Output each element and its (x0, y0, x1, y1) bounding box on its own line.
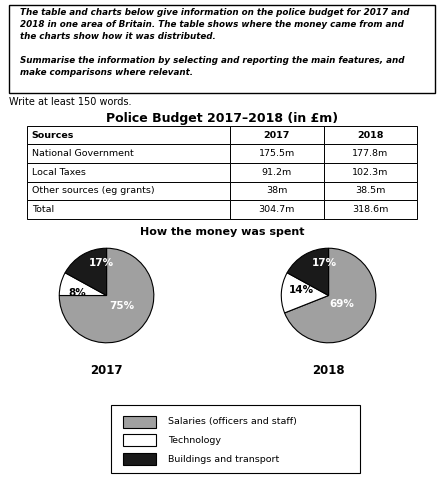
Text: 2017: 2017 (263, 131, 290, 139)
Text: 38.5m: 38.5m (355, 187, 386, 195)
Bar (123, 434, 156, 446)
Bar (27, 182, 230, 200)
Text: 102.3m: 102.3m (352, 168, 388, 177)
Bar (324, 126, 417, 144)
Bar (27, 144, 230, 163)
Wedge shape (285, 248, 376, 343)
Text: 2018: 2018 (312, 364, 345, 377)
Text: 177.8m: 177.8m (353, 149, 388, 158)
Bar (230, 182, 324, 200)
Bar (27, 126, 230, 144)
Text: How the money was spent: How the money was spent (140, 227, 304, 237)
Bar (230, 200, 324, 219)
Text: 69%: 69% (329, 299, 354, 309)
Wedge shape (65, 248, 107, 296)
Bar (324, 200, 417, 219)
Bar (123, 453, 156, 465)
Text: 38m: 38m (266, 187, 287, 195)
Wedge shape (287, 248, 329, 296)
Bar (230, 163, 324, 182)
Wedge shape (59, 248, 154, 343)
Text: 75%: 75% (109, 301, 134, 311)
Text: 175.5m: 175.5m (258, 149, 295, 158)
Text: National Government: National Government (32, 149, 134, 158)
Bar (324, 182, 417, 200)
Text: The table and charts below give information on the police budget for 2017 and
20: The table and charts below give informat… (20, 8, 409, 77)
Bar (324, 144, 417, 163)
Text: Sources: Sources (32, 131, 74, 139)
Text: 8%: 8% (68, 288, 86, 298)
Text: 14%: 14% (289, 285, 314, 295)
Text: Buildings and transport: Buildings and transport (168, 455, 279, 464)
Text: 318.6m: 318.6m (352, 205, 388, 214)
Text: Local Taxes: Local Taxes (32, 168, 86, 177)
FancyBboxPatch shape (9, 5, 435, 93)
Wedge shape (281, 273, 329, 313)
Text: 17%: 17% (312, 259, 337, 269)
Text: Technology: Technology (168, 436, 221, 445)
Text: Police Budget 2017–2018 (in £m): Police Budget 2017–2018 (in £m) (106, 112, 338, 125)
Text: 2017: 2017 (90, 364, 123, 377)
Text: Write at least 150 words.: Write at least 150 words. (9, 97, 131, 107)
Text: Other sources (eg grants): Other sources (eg grants) (32, 187, 155, 195)
Bar (230, 144, 324, 163)
Bar (27, 163, 230, 182)
Bar (123, 416, 156, 428)
Text: Salaries (officers and staff): Salaries (officers and staff) (168, 417, 297, 427)
Text: 91.2m: 91.2m (262, 168, 292, 177)
Bar (324, 163, 417, 182)
Wedge shape (59, 273, 107, 296)
Text: 17%: 17% (89, 259, 115, 269)
Text: Total: Total (32, 205, 54, 214)
Bar (27, 200, 230, 219)
Bar (230, 126, 324, 144)
Text: 304.7m: 304.7m (258, 205, 295, 214)
Text: 2018: 2018 (357, 131, 384, 139)
